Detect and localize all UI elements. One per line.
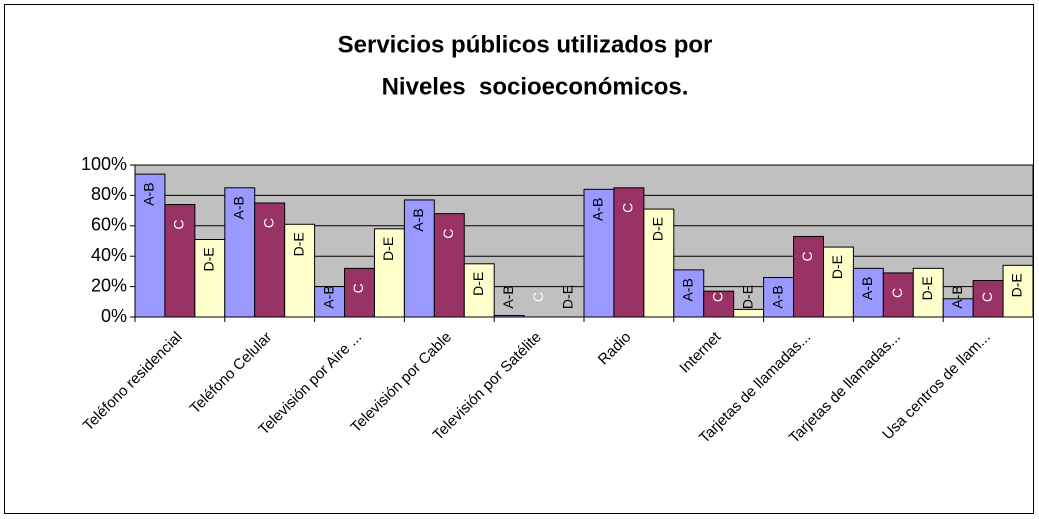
bar xyxy=(763,276,795,318)
bar-label: D-E xyxy=(919,276,935,300)
bar-label: D-E xyxy=(739,285,755,309)
bar xyxy=(284,223,316,318)
bar-label: A-B xyxy=(141,182,157,205)
chart-title: Servicios públicos utilizados por xyxy=(338,31,713,58)
bar-label: D-E xyxy=(380,237,396,261)
bar-label: A-B xyxy=(320,285,336,308)
bar xyxy=(613,187,645,318)
y-tick-label: 0% xyxy=(101,306,127,326)
y-tick-label: 60% xyxy=(91,215,127,235)
bar-label: A-B xyxy=(230,196,246,219)
bar-label: A-B xyxy=(949,285,965,308)
bar-label: D-E xyxy=(650,217,666,241)
bar-label: C xyxy=(260,218,276,228)
bar xyxy=(164,204,196,318)
bar xyxy=(1002,264,1034,318)
bar xyxy=(972,280,1004,318)
bar-label: C xyxy=(530,292,546,302)
bar xyxy=(403,199,435,318)
bar-label: D-E xyxy=(829,255,845,279)
bar-label: D-E xyxy=(560,285,576,309)
bar-label: A-B xyxy=(859,277,875,300)
y-tick-label: 20% xyxy=(91,275,127,295)
bar xyxy=(433,213,465,318)
y-tick-label: 80% xyxy=(91,184,127,204)
bar-label: D-E xyxy=(201,247,217,271)
bar-label: A-B xyxy=(590,198,606,221)
bar-label: C xyxy=(171,219,187,229)
bar-label: C xyxy=(440,229,456,239)
bar xyxy=(643,208,675,318)
bar xyxy=(134,173,166,318)
bar-label: A-B xyxy=(769,285,785,308)
bar-label: C xyxy=(350,283,366,293)
bar xyxy=(344,267,375,318)
bar-label: D-E xyxy=(290,232,306,256)
bar-label: A-B xyxy=(410,208,426,231)
bar xyxy=(314,286,346,318)
y-tick-label: 100% xyxy=(81,154,127,174)
bar-label: C xyxy=(709,292,725,302)
bar-label: A-B xyxy=(500,285,516,308)
bar xyxy=(463,263,495,318)
bar xyxy=(793,235,824,318)
bar xyxy=(254,202,286,318)
y-tick-label: 40% xyxy=(91,245,127,265)
plot-border xyxy=(134,164,1034,318)
bar xyxy=(673,269,705,318)
bar-label: D-E xyxy=(1009,273,1025,297)
bar-label: C xyxy=(979,292,995,302)
bar-label: C xyxy=(799,251,815,261)
bar-label: C xyxy=(889,288,905,298)
bar xyxy=(733,308,765,318)
chart-title: Niveles socioeconómicos. xyxy=(382,73,689,100)
bar-label: A-B xyxy=(679,278,695,301)
bar xyxy=(912,267,944,318)
bar-label: D-E xyxy=(470,272,486,296)
bar xyxy=(194,238,226,318)
bar-label: C xyxy=(620,203,636,213)
